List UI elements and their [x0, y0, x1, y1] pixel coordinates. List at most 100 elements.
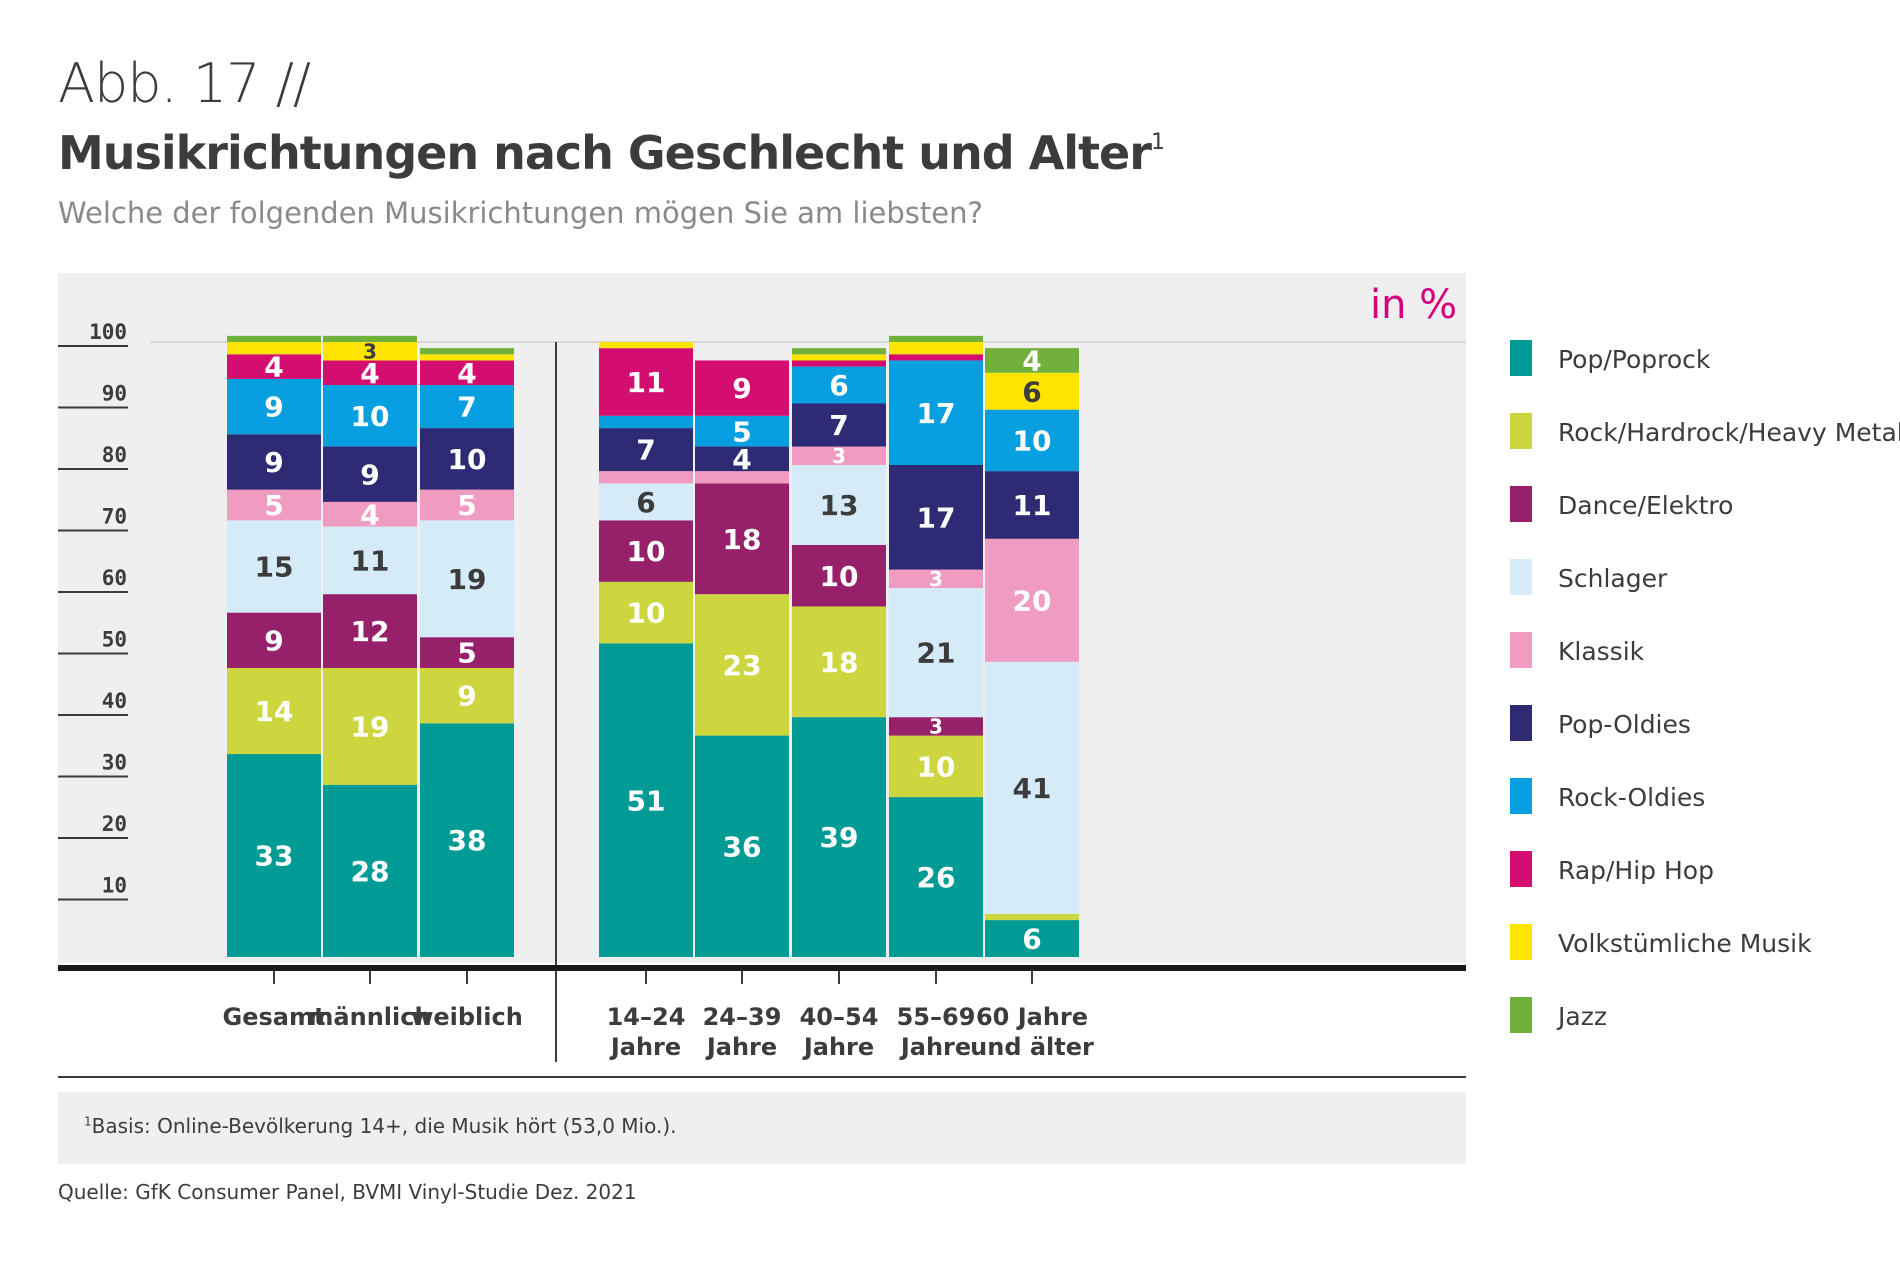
unit-label: in % [1370, 282, 1458, 328]
bar-segment [792, 717, 886, 957]
data-label: 18 [820, 646, 859, 679]
data-label: 5 [264, 489, 283, 522]
bar-segment [323, 385, 417, 447]
data-label: 3 [929, 567, 943, 591]
x-axis-baseline [58, 965, 1466, 971]
bar-segment [985, 661, 1079, 914]
bar-segment [420, 348, 514, 355]
data-label: 28 [351, 855, 390, 888]
bar-segment [323, 335, 417, 342]
bar-segment [889, 342, 983, 355]
bar-segment [599, 415, 693, 429]
bar-segment [599, 520, 693, 582]
data-label: 36 [723, 830, 762, 863]
data-label: 6 [1022, 375, 1041, 408]
chart-subtitle: Welche der folgenden Musikrichtungen mög… [58, 196, 983, 230]
y-tick-label: 90 [102, 382, 127, 406]
data-label: 10 [351, 400, 390, 433]
bar-segment [985, 372, 1079, 410]
legend-label: Schlager [1558, 564, 1668, 593]
legend-label: Dance/Elektro [1558, 491, 1734, 520]
bar-segment [695, 446, 789, 472]
chart-title-text: Musikrichtungen nach Geschlecht und Alte… [58, 126, 1152, 180]
x-category-label: Gesamt [223, 1003, 326, 1031]
legend-swatch [1510, 413, 1532, 449]
bar-segment [695, 735, 789, 957]
data-label: 4 [360, 357, 379, 390]
data-label: 7 [636, 434, 655, 467]
data-label: 9 [264, 446, 283, 479]
legend-label: Rock/Hardrock/Heavy Metal [1558, 418, 1900, 447]
data-label: 9 [264, 391, 283, 424]
data-label: 20 [1013, 584, 1052, 617]
data-label: 15 [255, 551, 294, 584]
bar-segment [792, 544, 886, 607]
data-label: 4 [264, 351, 283, 384]
data-label: 4 [1022, 345, 1041, 378]
data-label: 9 [732, 372, 751, 405]
data-label: 4 [360, 498, 379, 531]
bar-segment [695, 360, 789, 416]
x-category-label: Jahre [609, 1033, 681, 1061]
y-tick-label: 80 [102, 443, 127, 467]
bar-segment [323, 360, 417, 386]
bar-segment [985, 913, 1079, 921]
legend-swatch [1510, 997, 1532, 1033]
bar-segment [323, 446, 417, 502]
bar-segment [985, 538, 1079, 662]
bar-segment [420, 489, 514, 521]
x-category-label: Jahre [705, 1033, 777, 1061]
bar-segment [889, 569, 983, 588]
data-label: 9 [360, 458, 379, 491]
bar-segment [985, 409, 1079, 472]
source-note: Quelle: GfK Consumer Panel, BVMI Vinyl-S… [58, 1180, 637, 1204]
bar-segment [695, 483, 789, 595]
legend-swatch [1510, 924, 1532, 960]
bar-segment [695, 415, 789, 447]
bar-segment [792, 403, 886, 447]
data-label: 10 [820, 560, 859, 593]
bar-segment [323, 342, 417, 361]
x-category-label: weiblich [411, 1003, 523, 1031]
bar-segment [889, 360, 983, 465]
data-label: 39 [820, 821, 859, 854]
bar-segment [889, 354, 983, 361]
legend-label: Rap/Hip Hop [1558, 856, 1714, 885]
data-label: 13 [820, 489, 859, 522]
data-label: 38 [448, 824, 487, 857]
legend-label: Klassik [1558, 637, 1645, 666]
data-label: 3 [929, 715, 943, 739]
bar-segment [889, 797, 983, 957]
bar-segment [792, 446, 886, 465]
bar-segment [420, 520, 514, 638]
x-category-label: 24–39 [703, 1003, 782, 1031]
bar-segment [227, 667, 321, 755]
x-category-label: Jahre [802, 1033, 874, 1061]
bar-segment [792, 366, 886, 404]
x-category-label: 40–54 [800, 1003, 879, 1031]
data-label: 4 [732, 443, 751, 476]
data-label: 21 [917, 637, 956, 670]
x-category-label: Jahre [899, 1033, 971, 1061]
bar-segment [889, 735, 983, 798]
data-label: 26 [917, 861, 956, 894]
data-label: 3 [363, 339, 377, 363]
bar-segment [985, 920, 1079, 957]
legend-label: Volkstümliche Musik [1558, 929, 1812, 958]
bar-segment [599, 342, 693, 349]
y-tick-label: 20 [102, 812, 127, 836]
data-label: 4 [457, 357, 476, 390]
legend-swatch [1510, 340, 1532, 376]
data-label: 5 [457, 489, 476, 522]
x-category-label: 14–24 [607, 1003, 686, 1031]
bar-segment [985, 348, 1079, 373]
bar-segment [985, 471, 1079, 539]
data-label: 19 [448, 563, 487, 596]
bar-segment [227, 354, 321, 379]
bar-segment [323, 526, 417, 595]
bar-segment [323, 667, 417, 785]
bar-segment [420, 667, 514, 724]
chart-title: Musikrichtungen nach Geschlecht und Alte… [58, 126, 1165, 180]
bar-segment [420, 354, 514, 361]
